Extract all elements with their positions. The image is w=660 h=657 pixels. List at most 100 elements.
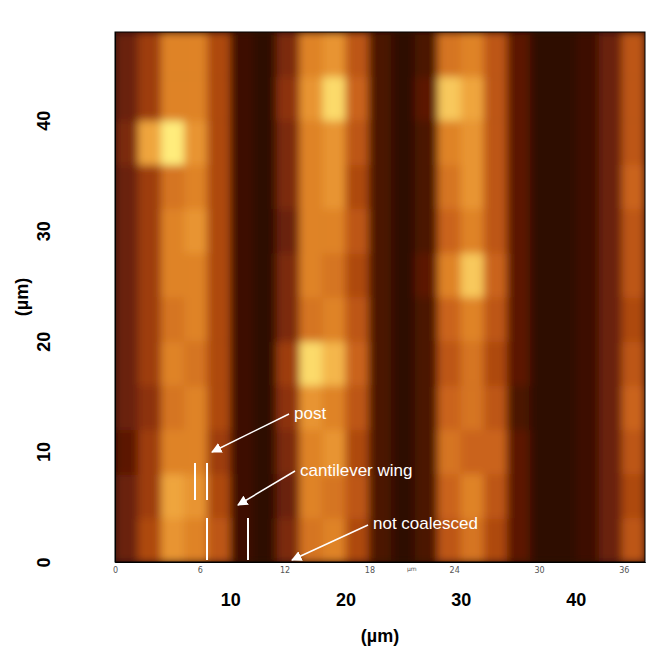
heat-cell xyxy=(276,518,300,562)
heat-cell xyxy=(622,253,645,298)
heat-cell xyxy=(276,430,300,475)
heat-cell xyxy=(622,518,645,562)
heat-cell xyxy=(438,474,462,519)
heat-cell xyxy=(461,385,485,430)
y-tick: 0 xyxy=(34,557,115,567)
heat-cell xyxy=(207,32,231,77)
heat-cell xyxy=(507,165,531,210)
heat-cell xyxy=(161,253,185,298)
heat-cell xyxy=(530,76,554,121)
heat-cell xyxy=(207,474,231,519)
heat-cell xyxy=(138,253,162,298)
heat-cell xyxy=(230,297,254,342)
heat-cell xyxy=(438,253,462,298)
heat-cell xyxy=(507,341,531,386)
heat-cell xyxy=(461,76,485,121)
heat-cell xyxy=(438,341,462,386)
heat-cell xyxy=(368,297,392,342)
heat-cell xyxy=(530,32,554,77)
heat-cell xyxy=(392,165,416,210)
heat-cell xyxy=(576,209,600,254)
heat-cell xyxy=(276,341,300,386)
heat-cell xyxy=(276,165,300,210)
heat-cell xyxy=(461,474,485,519)
heat-cell xyxy=(322,209,346,254)
heat-cell xyxy=(530,120,554,165)
heat-cell xyxy=(230,76,254,121)
heat-cell xyxy=(599,32,623,77)
heat-cell xyxy=(622,430,645,475)
heat-cell xyxy=(115,297,139,342)
x-axis-title: (µm) xyxy=(361,626,399,646)
heat-cell xyxy=(115,474,139,519)
heat-cell xyxy=(322,76,346,121)
heat-cell xyxy=(484,32,508,77)
y-tick: 40 xyxy=(34,111,115,131)
heat-cell xyxy=(184,341,208,386)
x2-axis-line xyxy=(116,562,646,563)
x2-tick: 36 xyxy=(619,562,629,575)
bracket-line xyxy=(194,463,196,500)
x-tick: 20 xyxy=(336,562,356,610)
heat-cell xyxy=(115,518,139,562)
heat-cell xyxy=(138,518,162,562)
heat-cell xyxy=(161,120,185,165)
heat-cell xyxy=(184,253,208,298)
heat-cell xyxy=(368,120,392,165)
heat-cell xyxy=(507,76,531,121)
heat-cell xyxy=(415,165,439,210)
heat-cell xyxy=(161,430,185,475)
heat-cell xyxy=(576,341,600,386)
heat-cell xyxy=(230,430,254,475)
heat-cell xyxy=(276,297,300,342)
x-tick-label: 10 xyxy=(221,590,241,610)
x2-tick-label: 12 xyxy=(280,566,290,575)
heat-cell xyxy=(576,297,600,342)
heat-cell xyxy=(392,297,416,342)
heat-cell xyxy=(530,209,554,254)
x2-tick-label: 0 xyxy=(113,566,118,575)
annotations: postcantilever wingnot coalesced xyxy=(195,404,478,560)
x2-unit: µm xyxy=(407,565,417,573)
heat-cell xyxy=(138,341,162,386)
heat-cell xyxy=(299,341,323,386)
heat-cell xyxy=(345,253,369,298)
x2-tick: 0 xyxy=(113,562,118,575)
heat-cell xyxy=(507,209,531,254)
heat-cell xyxy=(461,165,485,210)
heat-cell xyxy=(507,430,531,475)
annotation-arrow xyxy=(212,414,289,452)
heat-cell xyxy=(276,209,300,254)
heat-cell xyxy=(253,165,277,210)
heat-cell xyxy=(484,76,508,121)
annotation-label: not coalesced xyxy=(373,514,478,533)
heat-cell xyxy=(484,430,508,475)
heat-cell xyxy=(576,32,600,77)
heat-cell xyxy=(207,165,231,210)
heat-cell xyxy=(507,385,531,430)
heat-cell xyxy=(184,209,208,254)
heat-cell xyxy=(138,76,162,121)
heat-cell xyxy=(299,474,323,519)
heat-cell xyxy=(345,385,369,430)
heat-cell xyxy=(345,32,369,77)
heat-cell xyxy=(392,32,416,77)
x2-tick: 30 xyxy=(534,562,544,575)
cells xyxy=(115,32,645,562)
heat-cell xyxy=(392,341,416,386)
bracket-line xyxy=(206,518,208,560)
heat-cell xyxy=(322,32,346,77)
heat-cell xyxy=(184,165,208,210)
x2-tick-label: 24 xyxy=(450,566,460,575)
heat-cell xyxy=(207,120,231,165)
heat-cell xyxy=(415,32,439,77)
heat-cell xyxy=(253,430,277,475)
heat-cell xyxy=(207,385,231,430)
heat-cell xyxy=(299,76,323,121)
heat-cell xyxy=(415,385,439,430)
y-tick-label: 30 xyxy=(34,221,54,241)
heat-cell xyxy=(138,32,162,77)
heat-cell xyxy=(576,253,600,298)
heat-cell xyxy=(622,474,645,519)
heat-cell xyxy=(553,165,577,210)
